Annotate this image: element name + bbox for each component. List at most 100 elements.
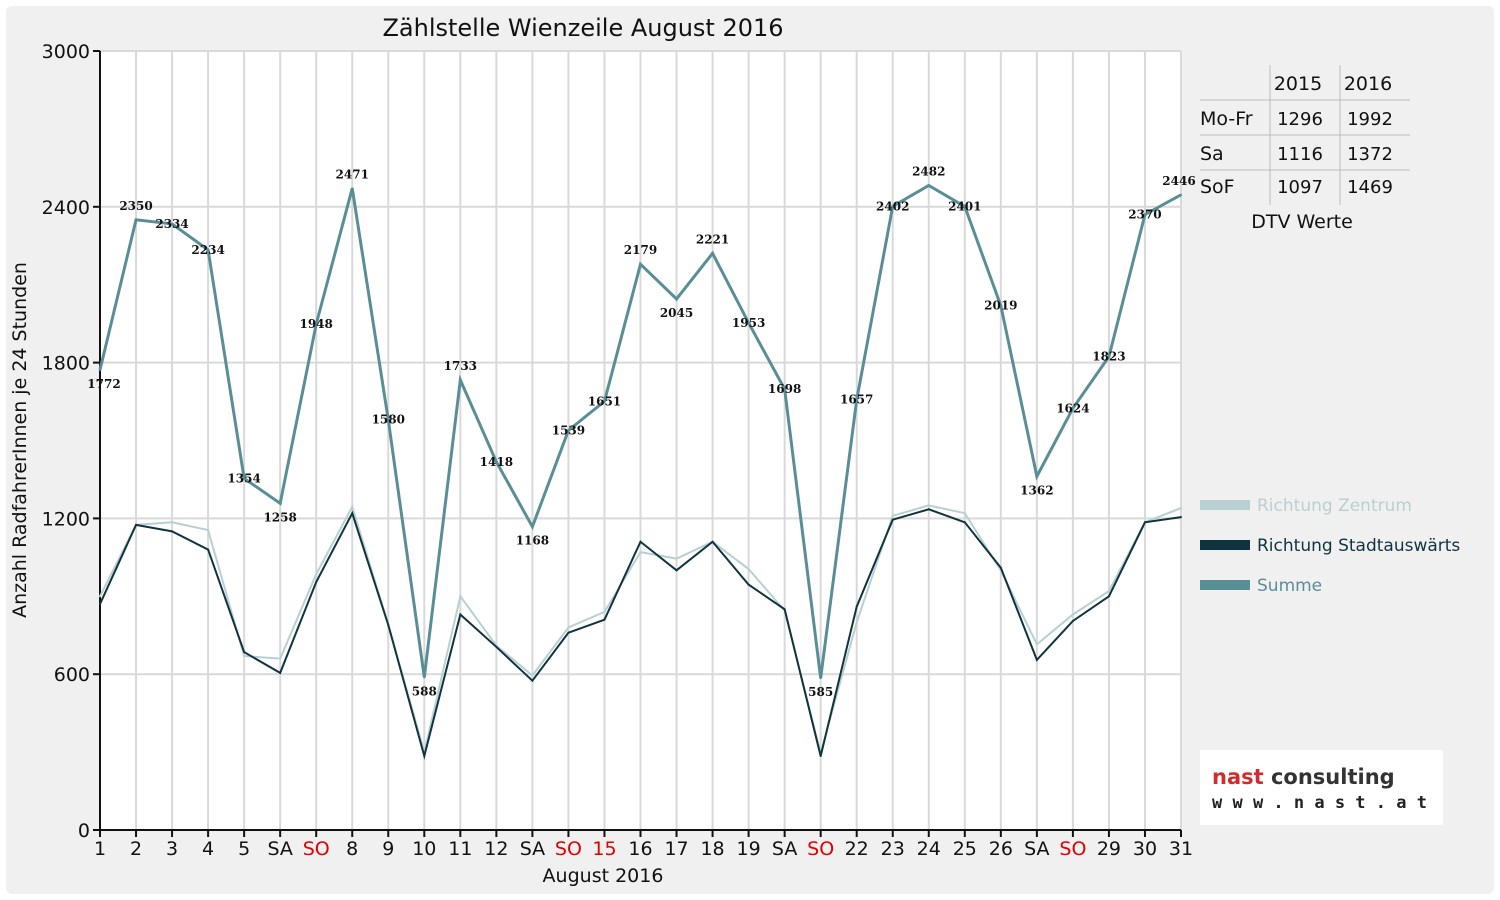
x-tick-label: 16 — [628, 838, 652, 860]
data-point — [1035, 643, 1038, 646]
data-point — [891, 205, 894, 208]
data-point — [747, 568, 750, 571]
y-tick-label: 3000 — [42, 41, 90, 63]
data-point — [351, 512, 354, 515]
x-tick-label: 31 — [1169, 838, 1193, 860]
data-point — [207, 548, 210, 551]
x-tick-label: SA — [520, 838, 545, 860]
data-point — [963, 205, 966, 208]
data-point — [639, 540, 642, 543]
data-point — [783, 388, 786, 391]
table-header-2015: 2015 — [1274, 73, 1322, 95]
data-point — [963, 521, 966, 524]
data-point — [891, 518, 894, 521]
data-point — [531, 679, 534, 682]
data-point — [495, 645, 498, 648]
data-point — [855, 398, 858, 401]
x-tick-label: 5 — [238, 838, 250, 860]
chart-title: Zählstelle Wienzeile August 2016 — [382, 14, 783, 42]
data-label: 1657 — [840, 393, 873, 407]
data-point — [855, 621, 858, 624]
data-point — [855, 605, 858, 608]
data-label: 2370 — [1128, 208, 1161, 222]
data-point — [675, 557, 678, 560]
data-label: 1539 — [552, 423, 585, 437]
legend-swatch-zentrum — [1200, 500, 1250, 510]
table-cell: 1097 — [1277, 177, 1323, 198]
logo-wordmark: nast consulting — [1212, 765, 1395, 789]
data-label: 1733 — [444, 359, 477, 373]
y-tick-label: 2400 — [42, 197, 90, 219]
data-point — [603, 618, 606, 621]
x-tick-label: SO — [1059, 838, 1086, 860]
data-point — [603, 610, 606, 613]
data-point — [171, 530, 174, 533]
nast-consulting-logo: nast consulting w w w . n a s t . a t — [1200, 750, 1443, 825]
data-point — [531, 525, 534, 528]
data-label: 2179 — [624, 243, 657, 257]
data-point — [1107, 590, 1110, 593]
data-label: 1580 — [372, 413, 405, 427]
dtv-table: 2015 2016 Mo-Fr 1296 1992 Sa 1116 1372 S… — [1200, 65, 1410, 233]
data-point — [459, 613, 462, 616]
data-point — [783, 608, 786, 611]
data-point — [927, 504, 930, 507]
data-point — [531, 674, 534, 677]
data-point — [639, 263, 642, 266]
logo-word-nast: nast — [1212, 765, 1264, 789]
data-point — [459, 378, 462, 381]
data-label: 2471 — [336, 167, 369, 181]
data-point — [243, 651, 246, 654]
logo-word-consulting: consulting — [1271, 765, 1395, 789]
data-label: 2446 — [1162, 174, 1195, 188]
x-tick-label: 9 — [382, 838, 394, 860]
data-label: 2401 — [948, 200, 981, 214]
x-tick-label: 18 — [700, 838, 724, 860]
data-point — [1071, 619, 1074, 622]
data-point — [423, 676, 426, 679]
data-point — [99, 368, 101, 371]
data-point — [747, 321, 750, 324]
data-point — [423, 754, 426, 757]
x-tick-label: SO — [555, 838, 582, 860]
data-point — [891, 514, 894, 517]
data-point — [567, 626, 570, 629]
grid-lines — [100, 50, 1182, 830]
data-point — [1180, 507, 1182, 510]
data-point — [1071, 407, 1074, 410]
data-point — [279, 657, 282, 660]
x-tick-label: SA — [1024, 838, 1049, 860]
axes — [93, 50, 1182, 837]
x-tick-label: 10 — [412, 838, 436, 860]
data-point — [495, 460, 498, 463]
data-point — [351, 505, 354, 508]
data-point — [927, 508, 930, 511]
data-label: 2350 — [119, 199, 152, 213]
data-label: 1362 — [1020, 483, 1053, 497]
data-point — [747, 583, 750, 586]
x-axis-label: August 2016 — [543, 865, 664, 887]
legend-swatch-summe — [1200, 580, 1250, 590]
data-point — [171, 222, 174, 225]
data-point — [207, 529, 210, 532]
y-tick-labels: 0 600 1200 1800 2400 3000 — [42, 41, 90, 842]
x-tick-label: SO — [303, 838, 330, 860]
data-point — [1107, 595, 1110, 598]
data-label: 1772 — [87, 377, 120, 391]
logo-background — [1200, 750, 1443, 825]
data-point — [135, 523, 138, 526]
table-cell: 1469 — [1347, 177, 1393, 198]
x-tick-label: 24 — [917, 838, 941, 860]
data-point — [171, 521, 174, 524]
data-point — [1180, 193, 1182, 196]
data-point — [819, 677, 822, 680]
data-label: 1948 — [299, 317, 332, 331]
data-point — [135, 218, 138, 221]
data-point — [675, 569, 678, 572]
legend-label-stadtauswaerts: Richtung Stadtauswärts — [1257, 536, 1460, 556]
x-tick-label: 3 — [166, 838, 178, 860]
table-cell: 1992 — [1347, 109, 1393, 130]
data-point — [459, 595, 462, 598]
x-tick-label: 1 — [94, 838, 106, 860]
table-header-2016: 2016 — [1344, 73, 1392, 95]
